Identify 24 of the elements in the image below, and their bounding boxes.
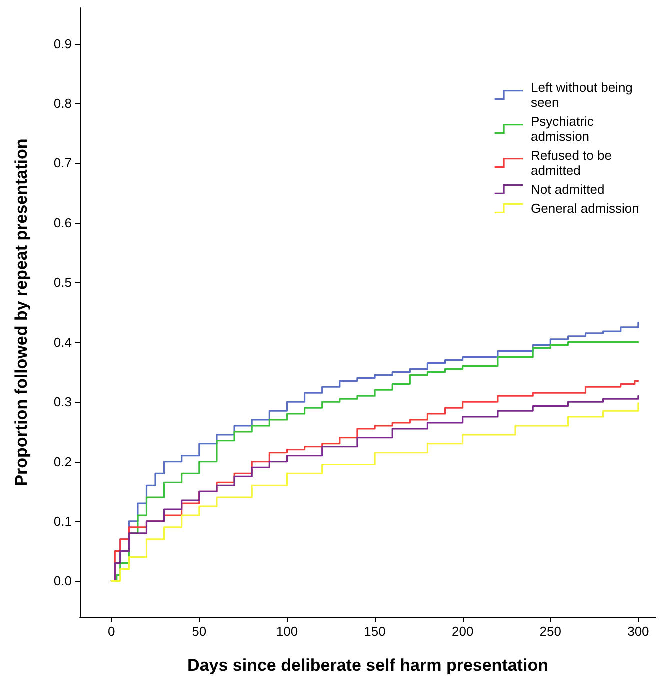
y-tick-label: 0.5: [54, 275, 72, 290]
x-tick-label: 250: [540, 624, 562, 639]
legend-label: Not admitted: [531, 182, 605, 197]
x-tick-label: 150: [364, 624, 386, 639]
x-tick-label: 300: [628, 624, 650, 639]
y-tick-label: 0.3: [54, 394, 72, 410]
y-tick-label: 0.4: [54, 334, 72, 350]
y-tick-label: 0.9: [54, 36, 72, 52]
y-axis-title: Proportion followed by repeat presentation: [12, 138, 31, 486]
y-tick-label: 0.6: [54, 215, 72, 230]
x-axis-title: Days since deliberate self harm presentation: [188, 656, 548, 675]
y-tick-label: 0.7: [54, 156, 72, 171]
legend-label: Psychiatric admission: [531, 114, 598, 144]
legend-label: Refused to be admitted: [531, 148, 616, 178]
x-tick-label: 200: [452, 624, 474, 639]
y-tick-label: 0.1: [54, 514, 72, 529]
legend-label: General admission: [531, 201, 640, 216]
y-tick-label: 0.0: [54, 574, 72, 589]
y-tick-label: 0.2: [54, 454, 72, 470]
y-tick-label: 0.8: [54, 96, 72, 112]
x-tick-label: 50: [192, 624, 207, 639]
legend-label: Left without being seen: [531, 80, 637, 110]
x-tick-label: 100: [276, 624, 298, 639]
x-tick-label: 0: [108, 624, 116, 639]
